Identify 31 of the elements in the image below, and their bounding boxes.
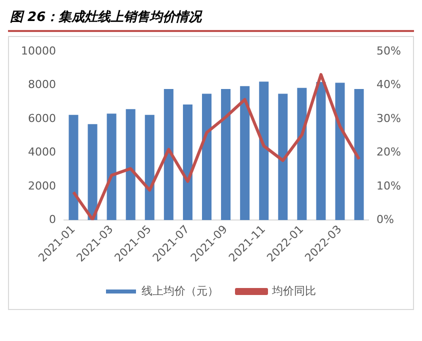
bar — [106, 114, 116, 220]
y-tick-label: 10000 — [20, 44, 56, 58]
bar — [126, 109, 136, 220]
bar — [202, 94, 212, 220]
y2-tick-label: 0% — [376, 213, 394, 226]
y2-tick-label: 20% — [376, 146, 402, 159]
y-tick-label: 2000 — [28, 179, 56, 192]
bar — [221, 89, 231, 220]
y-tick-label: 6000 — [28, 112, 56, 125]
bar — [259, 82, 269, 220]
bar — [164, 89, 174, 220]
bar — [144, 114, 154, 220]
y2-tick-label: 40% — [376, 78, 402, 92]
chart-title: 图 26：集成灶线上销售均价情况 — [8, 8, 414, 32]
bar — [68, 114, 78, 220]
bar — [240, 86, 250, 220]
y-tick-label: 4000 — [28, 146, 56, 159]
legend-label: 线上均价（元） — [142, 284, 218, 298]
bar — [354, 89, 364, 220]
bar — [278, 94, 288, 220]
bar — [88, 124, 98, 220]
bar — [335, 82, 345, 220]
y2-tick-label: 10% — [376, 179, 402, 192]
y-tick-label: 8000 — [28, 78, 56, 92]
bar — [316, 82, 326, 220]
legend-label: 均价同比 — [271, 284, 316, 298]
y2-tick-label: 30% — [376, 112, 402, 125]
y-tick-label: 0 — [48, 213, 56, 226]
y2-tick-label: 50% — [376, 44, 402, 58]
bar — [182, 104, 192, 220]
bar — [297, 88, 307, 220]
